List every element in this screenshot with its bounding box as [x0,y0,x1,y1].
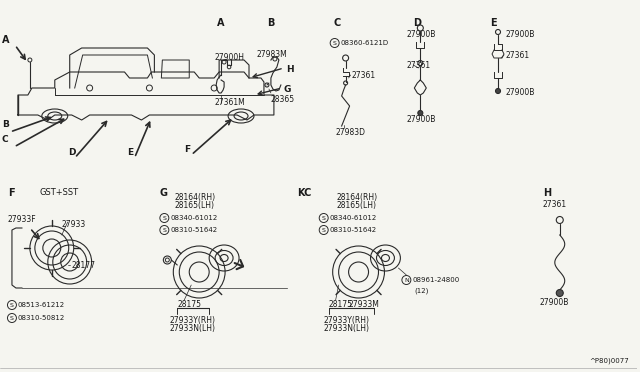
Text: 27933N(LH): 27933N(LH) [324,324,370,333]
Text: 28175: 28175 [177,300,202,309]
Text: A: A [2,35,10,45]
Text: S: S [333,41,337,46]
Text: 27933: 27933 [61,220,86,229]
Text: 28164(RH): 28164(RH) [337,193,378,202]
Text: 08310-51642: 08310-51642 [330,227,377,233]
Text: 27900B: 27900B [506,88,535,97]
Text: F: F [184,145,190,154]
Text: 27933Y(RH): 27933Y(RH) [324,316,370,325]
Text: 08340-61012: 08340-61012 [170,215,218,221]
Text: S: S [10,316,14,321]
Text: 27900H: 27900H [214,53,244,62]
Text: E: E [490,18,497,28]
Text: S: S [322,228,326,233]
Text: 27361: 27361 [543,200,567,209]
Text: S: S [10,303,14,308]
Text: S: S [322,216,326,221]
Text: 27933Y(RH): 27933Y(RH) [170,316,215,325]
Text: ^P80)0077: ^P80)0077 [589,358,629,365]
Text: N: N [404,278,409,283]
Text: 08310-50812: 08310-50812 [18,315,65,321]
Text: 08340-61012: 08340-61012 [330,215,377,221]
Text: 08961-24800: 08961-24800 [412,277,460,283]
Circle shape [495,89,500,93]
Text: 28165(LH): 28165(LH) [337,201,377,210]
Text: H: H [543,188,551,198]
Text: S: S [163,216,166,221]
Text: 27900B: 27900B [540,298,569,307]
Text: GST+SST: GST+SST [40,188,79,197]
Text: KC: KC [297,188,311,198]
Text: 28177: 28177 [72,260,96,269]
Text: 08310-51642: 08310-51642 [170,227,218,233]
Text: 27361: 27361 [506,51,530,60]
Text: 27361: 27361 [351,71,376,80]
Text: 27983D: 27983D [335,128,365,137]
Text: 28365: 28365 [271,95,295,104]
Text: 27900B: 27900B [406,115,436,124]
Text: 28165(LH): 28165(LH) [174,201,214,210]
Text: C: C [333,18,341,28]
Circle shape [556,289,563,296]
Text: D: D [68,148,76,157]
Text: (12): (12) [414,288,429,295]
Text: G: G [159,188,168,198]
Text: 28164(RH): 28164(RH) [174,193,216,202]
Text: 27933F: 27933F [8,215,36,224]
Text: A: A [217,18,225,28]
Text: C: C [2,135,8,144]
Text: 08513-61212: 08513-61212 [18,302,65,308]
Text: 27933N(LH): 27933N(LH) [170,324,215,333]
Text: 27900B: 27900B [506,30,535,39]
Text: 27361: 27361 [406,61,431,70]
Text: B: B [2,120,9,129]
Text: H: H [286,65,294,74]
Text: B: B [267,18,275,28]
Circle shape [418,110,423,115]
Text: 27361M: 27361M [214,98,245,107]
Text: 27933M: 27933M [349,300,380,309]
Text: F: F [8,188,15,198]
Text: 08360-6121D: 08360-6121D [340,40,388,46]
Text: G: G [284,85,291,94]
Text: 27983M: 27983M [257,50,288,59]
Text: 27900B: 27900B [406,30,436,39]
Text: S: S [163,228,166,233]
Text: E: E [127,148,134,157]
Text: D: D [413,18,421,28]
Text: 28175: 28175 [329,300,353,309]
